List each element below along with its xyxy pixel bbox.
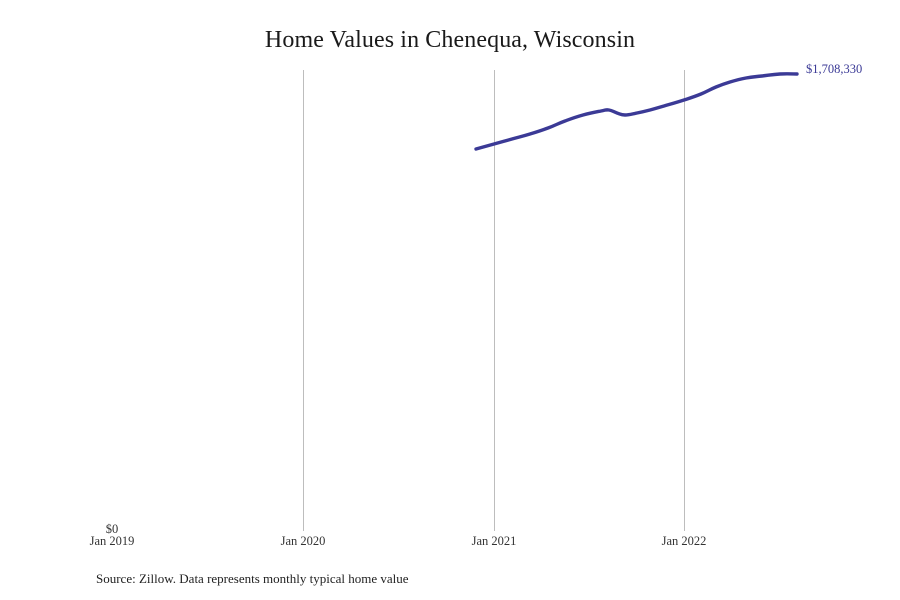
gridline-jan-2020	[303, 70, 304, 531]
chart-title: Home Values in Chenequa, Wisconsin	[264, 27, 636, 53]
y-axis-zero-label: $0	[105, 522, 119, 536]
x-tick-label-jan-2022: Jan 2022	[661, 534, 707, 548]
gridline-jan-2021	[494, 70, 495, 531]
x-tick-label-jan-2021: Jan 2021	[471, 534, 517, 548]
x-tick-label-jan-2019: Jan 2019	[89, 534, 135, 548]
gridline-jan-2022	[684, 70, 685, 531]
end-value-label: $1,708,330	[806, 62, 863, 76]
source-note: Source: Zillow. Data represents monthly …	[96, 571, 409, 586]
series-line-path	[474, 72, 799, 151]
x-tick-label-jan-2020: Jan 2020	[280, 534, 326, 548]
